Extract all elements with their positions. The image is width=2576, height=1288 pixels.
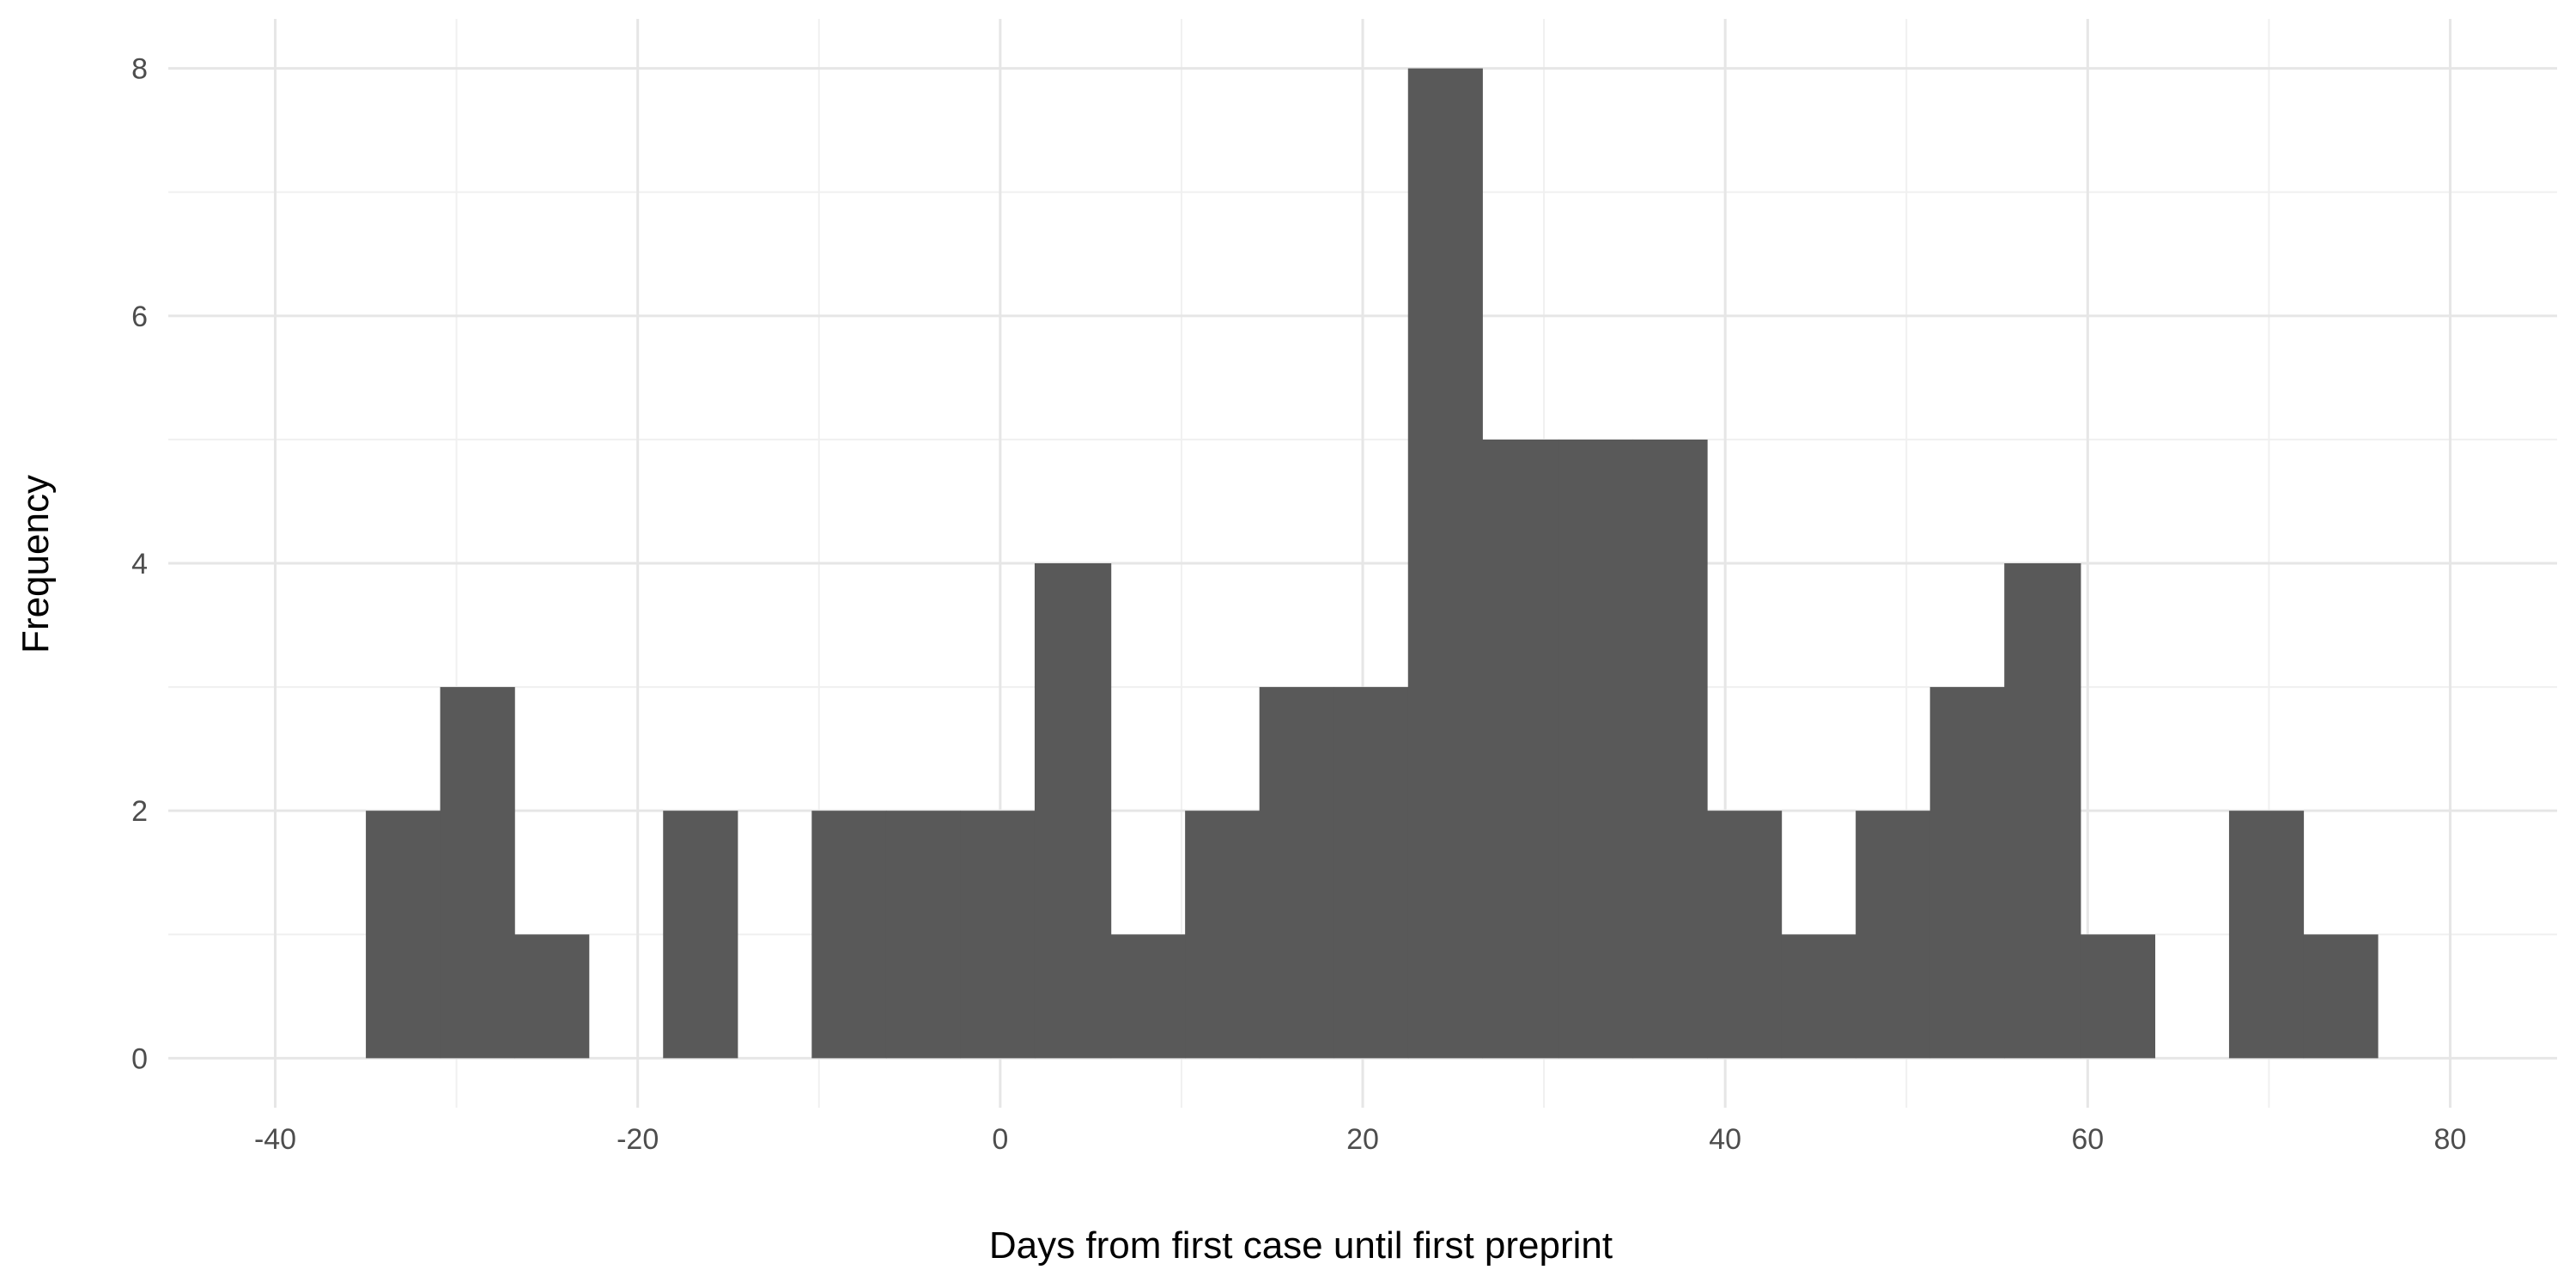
- y-axis-tick-labels: 0 2 4 6 8: [131, 53, 148, 1076]
- histogram-bars: [366, 68, 2379, 1059]
- histogram-bar: [885, 811, 962, 1059]
- x-tick-label: 80: [2434, 1123, 2467, 1156]
- x-tick-label: 0: [992, 1123, 1008, 1156]
- x-axis-title: Days from first case until first preprin…: [989, 1224, 1613, 1267]
- x-tick-label: -20: [617, 1123, 659, 1156]
- histogram-bar: [1781, 934, 1856, 1059]
- histogram-bar: [366, 811, 441, 1059]
- x-tick-label: 20: [1346, 1123, 1379, 1156]
- histogram-bar: [1856, 811, 1931, 1059]
- histogram-bar: [1334, 687, 1409, 1059]
- x-tick-label: 60: [2071, 1123, 2104, 1156]
- histogram-bar: [1034, 563, 1112, 1059]
- histogram-bar: [2303, 934, 2379, 1059]
- y-tick-label: 4: [131, 548, 148, 580]
- y-tick-label: 2: [131, 795, 148, 828]
- histogram-bar: [2080, 934, 2156, 1059]
- histogram-bar: [440, 687, 515, 1059]
- histogram-bar: [2004, 563, 2081, 1059]
- histogram-bar: [1185, 811, 1261, 1059]
- histogram-bar: [1259, 687, 1334, 1059]
- x-tick-label: -40: [254, 1123, 296, 1156]
- x-tick-label: 40: [1709, 1123, 1741, 1156]
- y-tick-label: 8: [131, 53, 148, 86]
- histogram-bar: [1110, 934, 1186, 1059]
- y-tick-label: 0: [131, 1042, 148, 1075]
- histogram-bar: [514, 934, 590, 1059]
- histogram-bar: [1482, 439, 1559, 1059]
- histogram-bar: [663, 811, 738, 1059]
- histogram-bar: [1707, 811, 1783, 1059]
- histogram-bar: [1929, 687, 2005, 1059]
- histogram-bar: [1407, 68, 1483, 1059]
- histogram-bar: [960, 811, 1036, 1059]
- histogram-bar: [1558, 439, 1634, 1059]
- x-axis-tick-labels: -40 -20 0 20 40 60 80: [254, 1123, 2466, 1156]
- y-tick-label: 6: [131, 301, 148, 333]
- histogram-bar: [2228, 811, 2305, 1059]
- histogram-bar: [811, 811, 887, 1059]
- y-axis-title: Frequency: [15, 475, 57, 653]
- histogram-bar: [1632, 439, 1708, 1059]
